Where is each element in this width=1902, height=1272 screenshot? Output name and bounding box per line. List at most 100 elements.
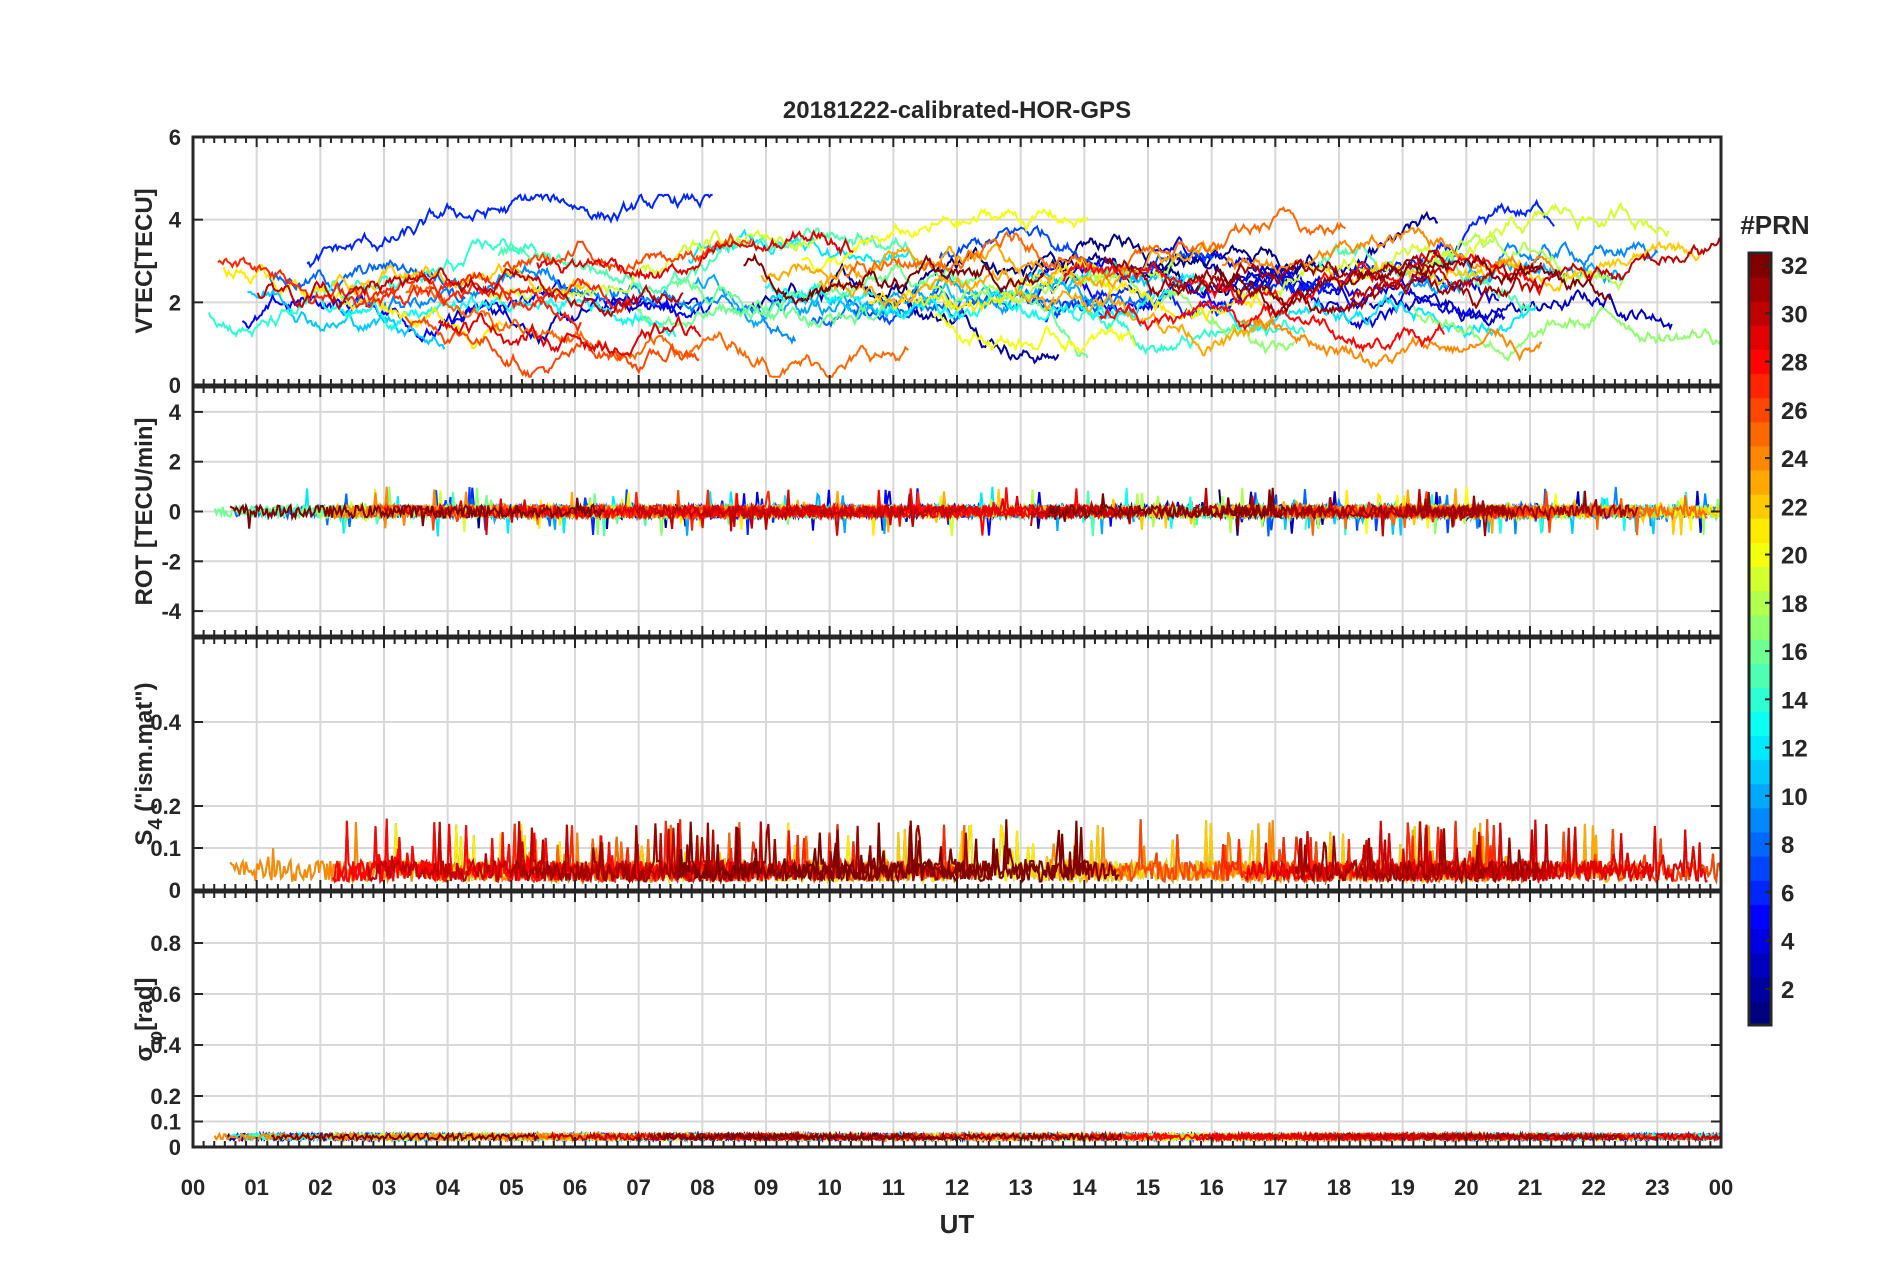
series-line-prn-31 xyxy=(1419,1131,1624,1143)
colorbar-step xyxy=(1749,373,1771,399)
series-line-prn-31 xyxy=(1294,828,1543,885)
series-line-prn-6 xyxy=(306,192,713,269)
colorbar-step xyxy=(1749,639,1771,664)
panel-series-group xyxy=(229,818,1721,886)
series-line-prn-32 xyxy=(229,497,605,529)
series-line-prn-28 xyxy=(1099,299,1446,354)
series-line-prn-32 xyxy=(1213,254,1612,313)
series-line-prn-32 xyxy=(678,820,1091,884)
colorbar-step xyxy=(1749,1000,1771,1026)
colorbar-step xyxy=(1749,277,1771,302)
series-line-prn-30 xyxy=(1349,237,1721,302)
series-line-prn-6 xyxy=(1044,198,1555,323)
colorbar-step xyxy=(1749,735,1771,761)
colorbar-tick-label: 30 xyxy=(1781,301,1808,328)
x-axis-label: UT xyxy=(940,1209,975,1239)
series-line-prn-20 xyxy=(933,313,1137,354)
x-tick-label: 08 xyxy=(690,1175,714,1200)
panel-ylabel-sub: 4 xyxy=(145,818,167,830)
colorbar-step xyxy=(1749,711,1771,736)
series-line-prn-25 xyxy=(405,281,909,378)
colorbar-step xyxy=(1749,783,1771,809)
x-tick-label: 09 xyxy=(754,1175,778,1200)
panel-series-group xyxy=(208,192,1721,378)
series-line-prn-29 xyxy=(802,495,1146,536)
colorbar-step xyxy=(1749,253,1771,278)
series-line-prn-31 xyxy=(1171,262,1543,319)
x-tick-label: 06 xyxy=(563,1175,587,1200)
panel-series-group xyxy=(213,1129,1721,1144)
series-line-prn-23 xyxy=(818,267,1275,357)
colorbar-step xyxy=(1749,542,1771,568)
panel-ylabel: σφ[rad] xyxy=(131,977,167,1061)
series-line-prn-24 xyxy=(1221,227,1565,284)
series-line-prn-29 xyxy=(1281,827,1654,884)
colorbar-tick-label: 12 xyxy=(1781,736,1808,763)
panel-ytick-label: -4 xyxy=(161,599,181,624)
colorbar-step xyxy=(1749,856,1771,881)
colorbar-step xyxy=(1749,880,1771,905)
panel-ytick-label: 4 xyxy=(169,208,182,233)
colorbar-tick-label: 20 xyxy=(1781,543,1808,570)
colorbar-frame xyxy=(1747,251,1773,1027)
x-tick-label: 05 xyxy=(499,1175,523,1200)
panel-ytick-label: 0.4 xyxy=(150,710,181,735)
x-tick-label: 00 xyxy=(1709,1175,1733,1200)
colorbar-tick-label: 16 xyxy=(1781,639,1808,666)
series-line-prn-19 xyxy=(488,228,822,304)
series-line-prn-4 xyxy=(1212,264,1506,331)
x-tick-label: 17 xyxy=(1263,1175,1287,1200)
panel-series-group xyxy=(213,486,1721,537)
colorbar-step xyxy=(1749,687,1771,712)
series-line-prn-27 xyxy=(348,271,633,315)
series-line-prn-31 xyxy=(1412,490,1639,537)
series-line-prn-21 xyxy=(868,258,1263,323)
x-tick-label: 21 xyxy=(1518,1175,1542,1200)
colorbar-tick-label: 32 xyxy=(1781,253,1808,280)
x-tick-label: 12 xyxy=(945,1175,969,1200)
colorbar-step xyxy=(1749,759,1771,785)
colorbar-step xyxy=(1749,301,1771,326)
colorbar-step xyxy=(1749,976,1771,1002)
series-line-prn-32 xyxy=(656,1130,1123,1144)
series-line-prn-32 xyxy=(1047,487,1288,531)
x-tick-label: 15 xyxy=(1136,1175,1160,1200)
colorbar-tick-label: 24 xyxy=(1781,446,1808,473)
colorbar-step xyxy=(1749,904,1771,929)
x-tick-label: 10 xyxy=(817,1175,841,1200)
colorbar-step xyxy=(1749,614,1771,640)
colorbar-tick-label: 26 xyxy=(1781,398,1808,425)
colorbar-tick-label: 6 xyxy=(1781,880,1794,907)
series-line-prn-20 xyxy=(800,207,1089,273)
series-line-prn-30 xyxy=(634,493,968,532)
panel-ylabel-suffix: [rad] xyxy=(131,977,158,1030)
colorbar-tick-label: 4 xyxy=(1781,929,1795,956)
x-tick-label: 16 xyxy=(1199,1175,1223,1200)
panel-ylabel: VTEC[TECU] xyxy=(131,188,158,333)
colorbar-step xyxy=(1749,470,1771,495)
x-tick-label: 23 xyxy=(1645,1175,1669,1200)
panel-ylabel-main: σ xyxy=(131,1045,158,1061)
x-tick-label: 14 xyxy=(1072,1175,1097,1200)
series-line-prn-32 xyxy=(790,819,1120,884)
series-line-prn-26 xyxy=(502,232,753,276)
colorbar-tick-label: 28 xyxy=(1781,350,1808,377)
colorbar-step xyxy=(1749,807,1771,833)
panel-ytick-label: 0.1 xyxy=(150,1110,181,1135)
series-line-prn-29 xyxy=(536,229,854,281)
panel-ylabel-sub: φ xyxy=(145,1031,167,1045)
x-tick-label: 20 xyxy=(1454,1175,1478,1200)
series-line-prn-16 xyxy=(670,277,894,329)
series-line-prn-26 xyxy=(404,315,700,378)
panel-ytick-label: 0 xyxy=(169,1135,181,1160)
panel-ytick-label: 2 xyxy=(169,290,181,315)
x-tick-label: 03 xyxy=(372,1175,396,1200)
series-line-prn-17 xyxy=(1412,305,1721,363)
colorbar-step xyxy=(1749,928,1771,954)
series-line-prn-13 xyxy=(764,272,1209,322)
panel-ytick-label: 0 xyxy=(169,878,181,903)
panel-ylabel-suffix: ("ism.mat") xyxy=(131,682,158,818)
panel-ylabel: ROT [TECU/min] xyxy=(131,418,158,606)
panel-ytick-label: 0 xyxy=(169,373,181,398)
colorbar-tick-label: 2 xyxy=(1781,977,1794,1004)
